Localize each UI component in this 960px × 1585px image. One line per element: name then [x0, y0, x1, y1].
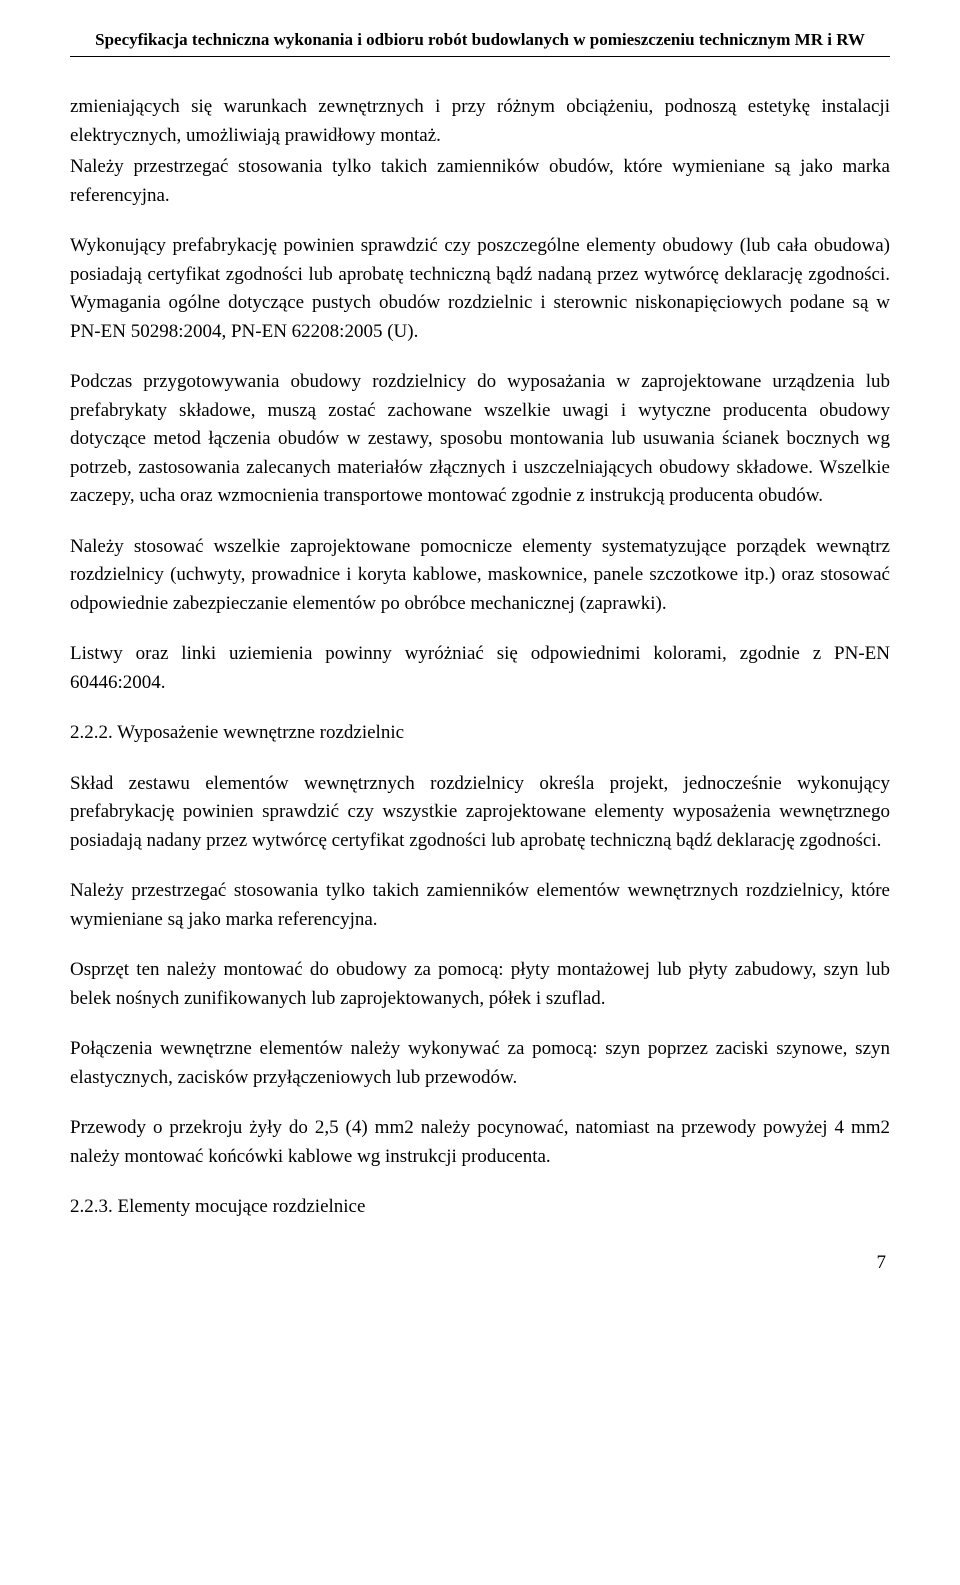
section-heading-223: 2.2.3. Elementy mocujące rozdzielnice [70, 1193, 890, 1222]
page-header: Specyfikacja techniczna wykonania i odbi… [70, 30, 890, 57]
body-paragraph: Połączenia wewnętrzne elementów należy w… [70, 1035, 890, 1092]
body-paragraph: Należy przestrzegać stosowania tylko tak… [70, 153, 890, 210]
body-paragraph: zmieniających się warunkach zewnętrznych… [70, 93, 890, 150]
body-paragraph: Podczas przygotowywania obudowy rozdziel… [70, 368, 890, 511]
body-paragraph: Należy stosować wszelkie zaprojektowane … [70, 533, 890, 619]
body-paragraph: Osprzęt ten należy montować do obudowy z… [70, 956, 890, 1013]
body-paragraph: Przewody o przekroju żyły do 2,5 (4) mm2… [70, 1114, 890, 1171]
section-heading-222: 2.2.2. Wyposażenie wewnętrzne rozdzielni… [70, 719, 890, 748]
body-paragraph: Wykonujący prefabrykację powinien sprawd… [70, 232, 890, 346]
body-paragraph: Skład zestawu elementów wewnętrznych roz… [70, 770, 890, 856]
document-page: Specyfikacja techniczna wykonania i odbi… [0, 0, 960, 1314]
page-number: 7 [70, 1252, 890, 1274]
body-paragraph: Należy przestrzegać stosowania tylko tak… [70, 877, 890, 934]
body-paragraph: Listwy oraz linki uziemienia powinny wyr… [70, 640, 890, 697]
